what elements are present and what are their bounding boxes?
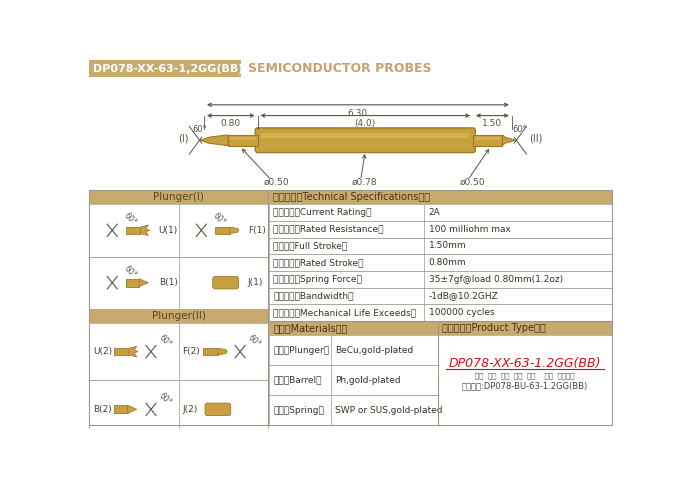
Text: 1.50mm: 1.50mm bbox=[429, 241, 466, 251]
Text: 额定行程（Rated Stroke）: 额定行程（Rated Stroke） bbox=[273, 258, 364, 267]
Polygon shape bbox=[230, 227, 239, 234]
Bar bbox=[269, 335, 438, 365]
Text: Ph,gold-plated: Ph,gold-plated bbox=[335, 375, 401, 385]
FancyBboxPatch shape bbox=[213, 277, 239, 289]
Bar bbox=[90, 204, 267, 256]
Text: B(1): B(1) bbox=[159, 278, 178, 287]
Text: 1.50: 1.50 bbox=[482, 120, 503, 128]
Text: (I): (I) bbox=[178, 134, 189, 144]
Text: 满行程（Full Stroke）: 满行程（Full Stroke） bbox=[273, 241, 347, 251]
Text: 弹簧（Spring）: 弹簧（Spring） bbox=[273, 406, 324, 415]
Bar bbox=[438, 335, 611, 425]
Text: 额定电阵（Rated Resistance）: 额定电阵（Rated Resistance） bbox=[273, 225, 384, 234]
Text: 额定电流（Current Rating）: 额定电流（Current Rating） bbox=[273, 208, 371, 217]
Bar bbox=[126, 227, 140, 234]
Text: Plunger(I): Plunger(I) bbox=[153, 192, 204, 202]
Text: 针头（Plunger）: 针头（Plunger） bbox=[273, 346, 329, 355]
Bar bbox=[90, 256, 267, 309]
Bar bbox=[90, 190, 267, 204]
Text: -1dB@10.2GHZ: -1dB@10.2GHZ bbox=[429, 292, 499, 301]
Text: BeCu,gold-plated: BeCu,gold-plated bbox=[335, 346, 413, 355]
FancyBboxPatch shape bbox=[205, 403, 231, 415]
Bar bbox=[215, 227, 230, 234]
Text: 2A: 2A bbox=[429, 208, 440, 217]
Bar bbox=[114, 405, 127, 413]
Bar bbox=[269, 395, 438, 425]
Bar bbox=[473, 135, 503, 146]
Text: 60°: 60° bbox=[122, 212, 138, 228]
Bar bbox=[269, 254, 611, 271]
Text: ø0.50: ø0.50 bbox=[264, 177, 289, 187]
Text: 100000 cycles: 100000 cycles bbox=[429, 308, 495, 317]
Text: 成品型号（Product Type）：: 成品型号（Product Type）： bbox=[442, 323, 546, 333]
Text: SEMICONDUCTOR PROBES: SEMICONDUCTOR PROBES bbox=[248, 62, 432, 75]
Text: 材质（Materials）：: 材质（Materials）： bbox=[273, 323, 347, 333]
Text: DP078-XX-63-1,2GG(BB): DP078-XX-63-1,2GG(BB) bbox=[93, 64, 244, 74]
Bar bbox=[269, 365, 438, 395]
Bar bbox=[90, 309, 267, 323]
Bar bbox=[269, 221, 611, 238]
Bar bbox=[269, 271, 611, 288]
Bar bbox=[269, 190, 611, 204]
Polygon shape bbox=[503, 135, 516, 146]
Text: 频率带宽（Bandwidth）: 频率带宽（Bandwidth） bbox=[273, 292, 354, 301]
Bar bbox=[114, 348, 129, 355]
Text: 额定弹力（Spring Force）: 额定弹力（Spring Force） bbox=[273, 275, 362, 284]
Bar bbox=[475, 137, 501, 140]
Text: B(2): B(2) bbox=[93, 405, 112, 414]
Text: Plunger(II): Plunger(II) bbox=[152, 311, 205, 321]
Text: 0.80: 0.80 bbox=[221, 120, 241, 128]
Bar bbox=[90, 323, 267, 380]
Text: 60°: 60° bbox=[211, 212, 228, 228]
Bar bbox=[269, 204, 611, 221]
Text: U(1): U(1) bbox=[159, 226, 178, 235]
Text: J(1): J(1) bbox=[248, 278, 263, 287]
Text: 针管（Barrel）: 针管（Barrel） bbox=[273, 375, 321, 385]
Bar bbox=[90, 60, 241, 77]
Text: U(2): U(2) bbox=[93, 347, 112, 356]
Polygon shape bbox=[140, 225, 150, 236]
Polygon shape bbox=[129, 347, 138, 357]
Text: 订购举例:DP078-BU-63-1.2GG(BB): 订购举例:DP078-BU-63-1.2GG(BB) bbox=[462, 382, 588, 391]
Bar bbox=[90, 380, 267, 438]
Bar bbox=[269, 305, 611, 321]
Bar bbox=[261, 134, 469, 138]
Bar bbox=[228, 135, 258, 146]
Text: (4.0): (4.0) bbox=[354, 120, 376, 128]
Text: 测试寿命（Mechanical Life Exceeds）: 测试寿命（Mechanical Life Exceeds） bbox=[273, 308, 416, 317]
Text: F(2): F(2) bbox=[183, 347, 200, 356]
Bar bbox=[438, 321, 611, 335]
Bar bbox=[203, 348, 218, 355]
Polygon shape bbox=[200, 135, 228, 146]
Bar bbox=[90, 190, 611, 425]
Bar bbox=[126, 279, 139, 287]
Text: 60°: 60° bbox=[157, 333, 173, 349]
Text: ø0.50: ø0.50 bbox=[460, 177, 486, 187]
Text: 35±7gf@load 0.80mm(1.2oz): 35±7gf@load 0.80mm(1.2oz) bbox=[429, 275, 563, 284]
Text: J(2): J(2) bbox=[183, 405, 198, 414]
Text: 0.80mm: 0.80mm bbox=[429, 258, 466, 267]
Text: SWP or SUS,gold-plated: SWP or SUS,gold-plated bbox=[335, 406, 443, 415]
Text: 系列  规格  头型  总长  弹力    镀金  针头材质: 系列 规格 头型 总长 弹力 镀金 针头材质 bbox=[475, 372, 575, 379]
Bar bbox=[269, 288, 611, 305]
FancyBboxPatch shape bbox=[255, 128, 475, 152]
Polygon shape bbox=[218, 348, 227, 355]
Bar bbox=[230, 137, 256, 140]
Text: ø0.78: ø0.78 bbox=[352, 177, 377, 187]
Text: 6.30: 6.30 bbox=[348, 108, 368, 118]
Text: 技术要求（Technical Specifications）：: 技术要求（Technical Specifications）： bbox=[273, 192, 430, 202]
Text: F(1): F(1) bbox=[248, 226, 266, 235]
Polygon shape bbox=[127, 405, 137, 413]
Bar bbox=[269, 238, 611, 254]
Text: 60°: 60° bbox=[122, 264, 138, 280]
Text: 100 milliohm max: 100 milliohm max bbox=[429, 225, 511, 234]
Polygon shape bbox=[139, 279, 148, 287]
Text: 60°: 60° bbox=[246, 333, 262, 349]
Text: 60°: 60° bbox=[512, 125, 527, 134]
Text: 60°: 60° bbox=[157, 390, 173, 406]
Text: (II): (II) bbox=[529, 134, 542, 144]
Text: DP078-XX-63-1.2GG(BB): DP078-XX-63-1.2GG(BB) bbox=[449, 357, 601, 370]
Text: 60°: 60° bbox=[193, 125, 207, 134]
Bar bbox=[269, 321, 438, 335]
